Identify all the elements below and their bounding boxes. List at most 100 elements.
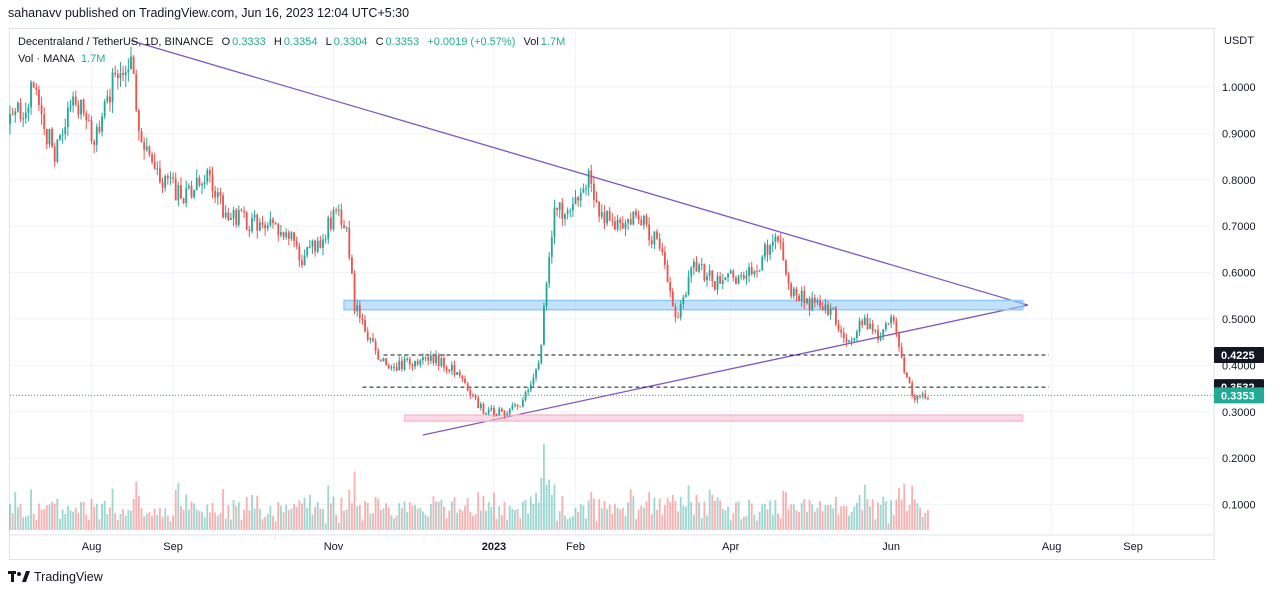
volume-bar	[735, 502, 737, 530]
candle-body	[182, 198, 185, 204]
volume-bar	[287, 509, 290, 530]
candle-body	[24, 112, 27, 119]
y-tick-label: 0.8000	[1222, 175, 1256, 187]
grid-lines	[10, 30, 1212, 535]
candle-body	[916, 395, 919, 400]
volume-bar	[777, 513, 779, 530]
volume-bar	[482, 495, 485, 530]
candle-body	[606, 210, 608, 224]
candle-body	[406, 358, 409, 360]
volume-bar	[11, 512, 14, 530]
candle-body	[827, 304, 829, 315]
candle-body	[774, 236, 777, 242]
candle-body	[927, 398, 929, 400]
candle-body	[629, 219, 632, 225]
volume-bar	[519, 518, 522, 530]
volume-bar	[198, 511, 201, 530]
volume-bar	[882, 496, 885, 530]
candle-body	[414, 360, 416, 367]
volume-bar	[127, 509, 130, 530]
candle-body	[656, 231, 658, 239]
volume-bar	[821, 511, 824, 530]
candle-body	[890, 316, 893, 324]
volume-bar	[766, 509, 769, 530]
volume-bar	[38, 503, 40, 530]
candle-body	[679, 303, 682, 318]
volume-bar	[795, 510, 798, 530]
candle-body	[464, 378, 466, 384]
volume-bar	[474, 513, 477, 530]
candle-body	[214, 190, 217, 198]
volume-bar	[708, 489, 711, 530]
candle-body	[235, 210, 238, 225]
volume-bar	[803, 499, 806, 530]
volume-bar	[230, 519, 232, 530]
candle-body	[608, 210, 611, 221]
candle-body	[174, 178, 177, 201]
volume-bar	[74, 507, 77, 530]
top-bar: sahanavv published on TradingView.com, J…	[0, 0, 1280, 28]
footer-brand[interactable]: TradingView	[8, 570, 103, 584]
volume-bar	[813, 511, 816, 530]
candle-body	[553, 207, 556, 237]
volume-bar	[863, 484, 866, 530]
candle-body	[127, 69, 130, 72]
volume-bar	[842, 505, 845, 530]
candle-body	[316, 240, 319, 252]
candle-body	[816, 300, 819, 303]
volume-bar	[761, 504, 764, 530]
volume-bar	[48, 504, 51, 530]
candle-body	[343, 224, 345, 229]
candle-body	[159, 168, 161, 183]
volume-bar	[374, 497, 377, 530]
volume-bar	[177, 483, 180, 530]
open-label: O	[221, 36, 231, 48]
volume-bar	[477, 492, 480, 530]
volume-bar	[240, 519, 243, 530]
candle-body	[424, 357, 427, 359]
candle-body	[840, 329, 843, 333]
candle-body	[493, 407, 495, 415]
volume-bar	[753, 514, 756, 530]
volume-bar	[500, 514, 503, 530]
candle-body	[287, 232, 290, 239]
x-tick-label: Sep	[1123, 541, 1143, 553]
volume-bar	[498, 506, 501, 530]
volume-bar	[395, 515, 398, 530]
candle-body	[919, 395, 921, 397]
volume-bar	[190, 501, 193, 530]
volume-bar	[916, 503, 919, 530]
volume-bar	[208, 512, 211, 530]
candle-body	[306, 247, 309, 256]
x-tick-label: Sep	[163, 541, 183, 553]
volume-bar	[727, 506, 729, 530]
candle-body	[48, 129, 51, 145]
volume-bar	[485, 510, 487, 530]
volume-bar	[324, 523, 327, 530]
candle-body	[116, 74, 119, 79]
volume-bar	[193, 503, 196, 530]
volume-bar	[827, 505, 829, 530]
candle-body	[395, 366, 398, 371]
candle-body	[461, 375, 464, 379]
candle-body	[521, 399, 524, 407]
candle-body	[90, 120, 93, 142]
candle-body	[11, 114, 14, 116]
candle-body	[366, 331, 369, 340]
candle-body	[332, 209, 335, 230]
currency-label: USDT	[1224, 35, 1254, 47]
y-tick-label: 0.5000	[1222, 314, 1256, 326]
candle-body	[842, 332, 845, 339]
candle-body	[516, 404, 519, 407]
candle-body	[119, 73, 122, 79]
volume-bar	[116, 519, 119, 530]
volume-bar	[253, 508, 256, 530]
volume-bar	[387, 507, 390, 530]
candle-body	[82, 99, 85, 114]
candle-body	[14, 111, 17, 115]
volume-bar	[490, 507, 493, 530]
volume-bar	[282, 512, 285, 530]
candle-body	[845, 338, 848, 342]
volume-bar	[503, 502, 506, 530]
